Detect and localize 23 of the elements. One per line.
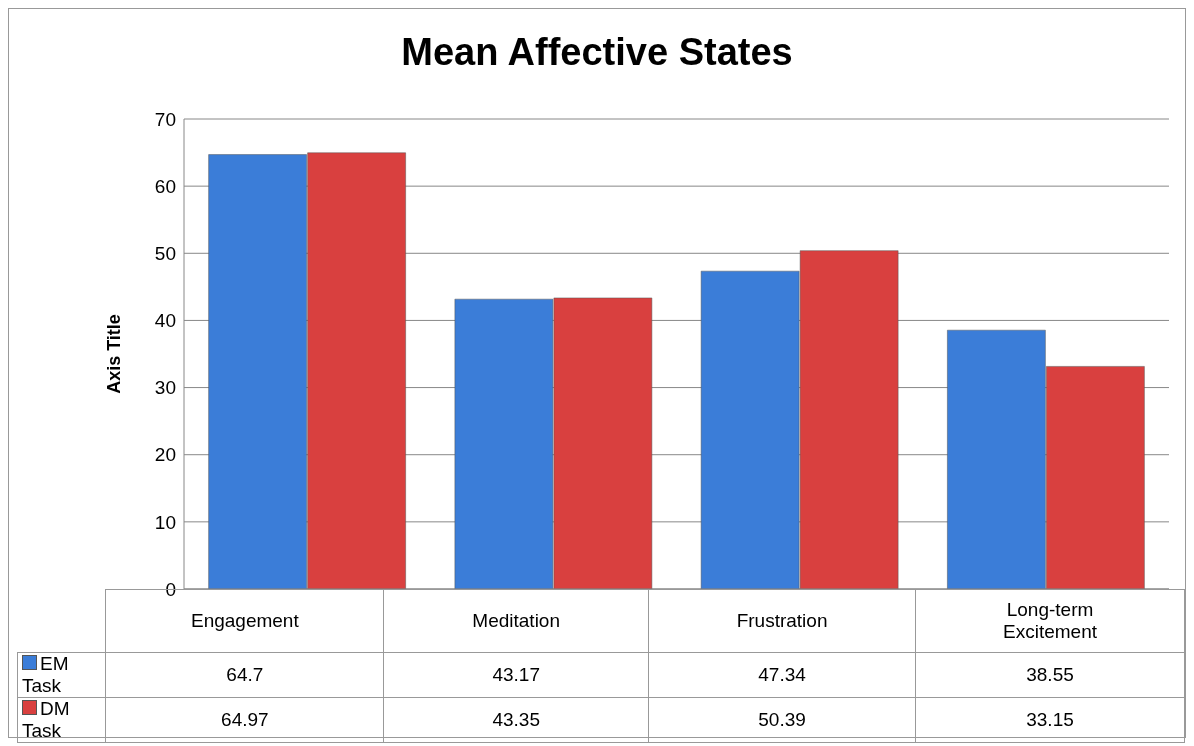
y-tick-label: 60 xyxy=(154,175,176,197)
y-tick-label: 20 xyxy=(154,444,176,466)
y-tick-label: 30 xyxy=(154,377,176,399)
legend-label: EM Task xyxy=(17,652,106,698)
y-tick-label: 10 xyxy=(154,511,176,533)
data-label: 43.17 xyxy=(383,652,649,698)
legend-label: DM Task xyxy=(17,697,106,743)
data-label: 38.55 xyxy=(915,652,1185,698)
data-label: 43.35 xyxy=(383,697,649,743)
data-label: 64.97 xyxy=(105,697,384,743)
x-tick-label: Frustration xyxy=(648,589,916,653)
data-label: 33.15 xyxy=(915,697,1185,743)
data-label: 64.7 xyxy=(105,652,384,698)
x-tick-label: Engagement xyxy=(190,610,299,631)
x-tick-label: Meditation xyxy=(383,589,649,653)
x-tick-label: Long-term Excitement xyxy=(915,589,1185,653)
y-tick-label: 50 xyxy=(154,243,176,265)
data-label: 47.34 xyxy=(648,652,916,698)
y-tick-label: 70 xyxy=(154,108,176,130)
y-tick-label: 40 xyxy=(154,310,176,332)
data-label: 50.39 xyxy=(648,697,916,743)
y-axis-title: Axis Title xyxy=(104,314,125,394)
chart-title: Mean Affective States xyxy=(400,31,794,74)
